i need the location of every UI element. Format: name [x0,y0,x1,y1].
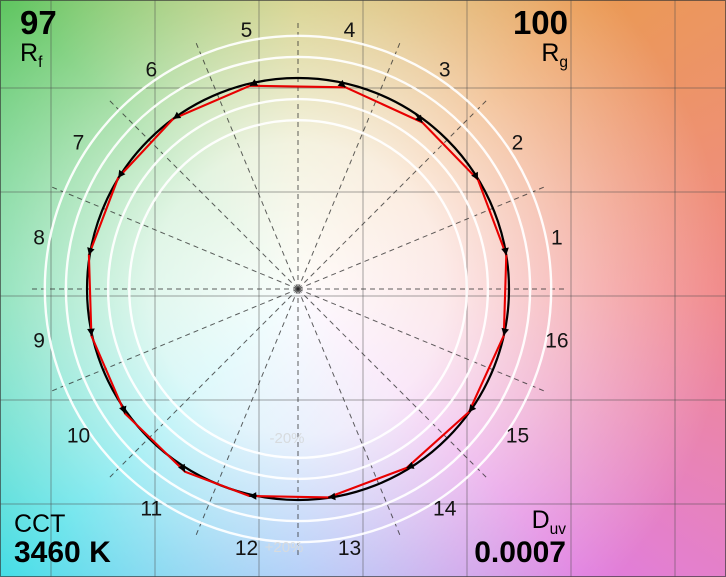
chroma-shift-arrowhead-icon [178,463,185,472]
chroma-shift-arrowhead-icon [328,492,336,501]
duv-label: Duv [474,506,566,538]
hue-bin-label: 3 [439,59,451,82]
rf-value: 97 [20,4,57,41]
hue-bin-label: 8 [33,227,45,250]
cct-metric: CCT 3460 K [14,510,111,569]
hue-bin-boundary-ray [195,43,299,290]
hue-bin-boundary-ray [297,100,487,290]
duv-label-sub: uv [549,521,566,539]
chroma-shift-arrowhead-icon [249,492,257,500]
hue-bin-boundary-ray [109,100,299,290]
rg-label-main: R [541,38,560,67]
outer-ring-label: +20% [265,539,304,556]
cct-label: CCT [14,510,66,539]
rf-metric: 97 Rf [20,6,57,71]
duv-metric: Duv 0.0007 [474,506,566,569]
hue-bin-boundary-ray [297,288,487,478]
chroma-shift-arrowhead-icon [468,404,477,412]
hue-bin-label: 15 [506,425,529,448]
rf-label: Rf [20,38,57,72]
inner-ring-label: -20% [269,430,304,447]
rf-label-main: R [20,38,39,67]
tolerance-ring [127,118,469,460]
rg-value: 100 [512,4,568,41]
chroma-shift-arrowhead-icon [415,114,423,123]
chroma-shift-arrowhead-icon [250,79,259,86]
duv-label-main: D [531,506,550,535]
hue-bin-label: 7 [73,131,85,154]
chroma-shift-arrowhead-icon [87,247,95,255]
hue-bin-label: 4 [344,19,356,42]
tolerance-ring [43,34,553,544]
hue-bin-boundary-ray [52,288,299,392]
hue-bin-label: 1 [551,227,563,250]
duv-value: 0.0007 [474,536,566,570]
hue-bin-boundary-ray [297,43,401,290]
chroma-shift-arrowhead-icon [501,327,509,336]
chroma-shift-arrowhead-icon [173,111,182,119]
rg-label: Rg [513,38,568,72]
hue-bin-label: 12 [235,537,258,560]
hue-bin-boundary-ray [297,288,544,392]
chroma-shift-arrowhead-icon [406,461,415,469]
chroma-shift-arrowhead-icon [501,247,509,256]
chroma-shift-arrowhead-icon [118,169,126,178]
rg-label-sub: g [559,53,568,71]
rf-label-sub: f [38,53,43,71]
hue-bin-boundary-ray [297,186,544,290]
hue-bin-label: 9 [33,330,45,353]
chroma-shift-arrowhead-icon [119,405,127,414]
rg-metric: 100 Rg [513,6,568,71]
hue-bin-label: 16 [545,330,568,353]
tolerance-ring [64,55,532,523]
cct-value: 3460 K [14,536,111,570]
hue-bin-label: 2 [512,131,524,154]
chroma-shift-arrowhead-icon [471,171,478,180]
hue-bin-label: 10 [67,425,90,448]
tolerance-ring [106,97,490,481]
hue-bin-boundary-ray [195,288,299,535]
hue-bin-label: 13 [338,537,361,560]
hue-bin-label: 11 [140,498,162,521]
hue-bin-label: 14 [433,498,457,521]
hue-bin-label: 6 [145,59,157,82]
hue-bin-label: 5 [241,19,253,42]
hue-bin-boundary-ray [109,288,299,478]
chroma-shift-arrowhead-icon [87,328,95,336]
chroma-shift-arrowhead-icon [337,79,346,88]
reference-circle [85,76,511,502]
